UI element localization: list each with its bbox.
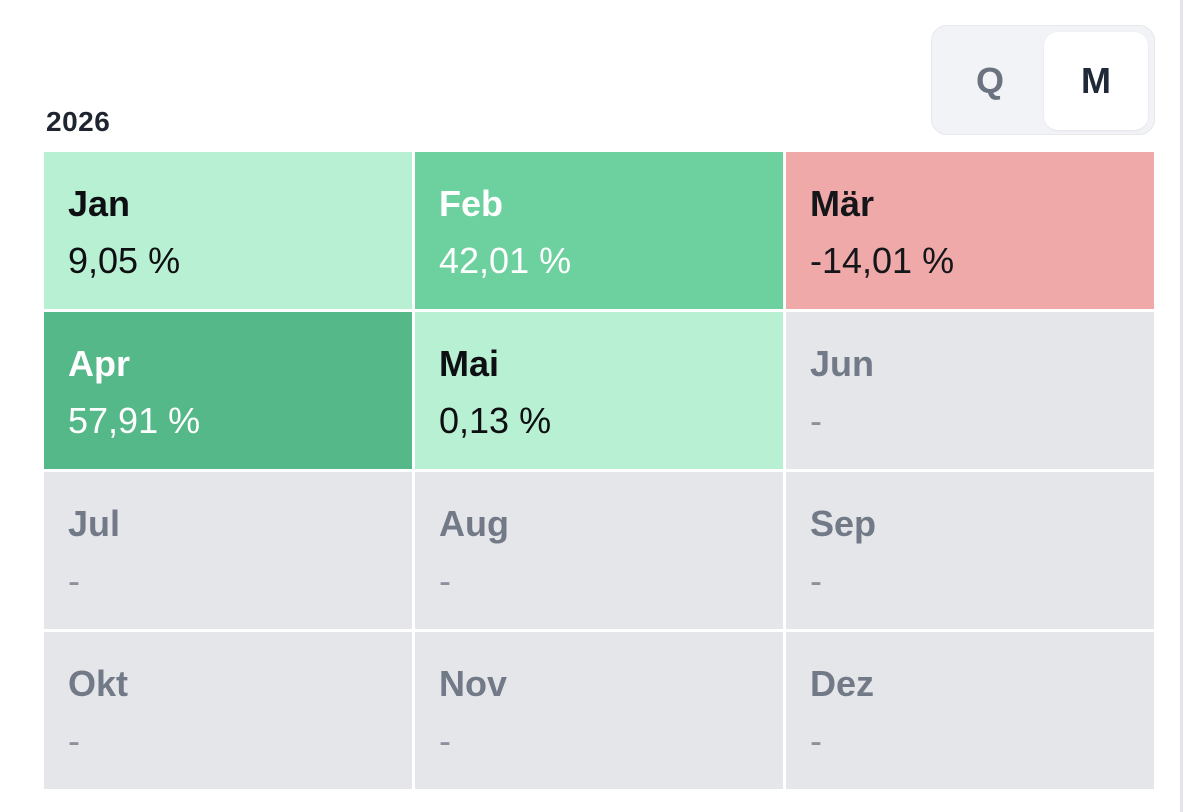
month-label: Feb <box>439 183 504 224</box>
month-value: 42,01 % <box>439 240 572 281</box>
month-value: - <box>810 720 822 761</box>
month-label: Sep <box>810 503 877 544</box>
month-value: 0,13 % <box>439 400 552 441</box>
month-label: Jan <box>68 183 131 224</box>
month-cell-may[interactable]: Mai 0,13 % <box>415 312 783 469</box>
month-value: - <box>439 560 451 601</box>
month-label: Dez <box>810 663 875 704</box>
panel-right-border <box>1180 0 1183 812</box>
month-value: - <box>810 400 822 441</box>
month-value: - <box>439 720 451 761</box>
month-cell-oct[interactable]: Okt - <box>44 632 412 789</box>
month-value: 57,91 % <box>68 400 201 441</box>
month-grid: Jan 9,05 % Feb 42,01 % Mär -14,01 % Apr … <box>44 152 1154 790</box>
month-cell-sep[interactable]: Sep - <box>786 472 1154 629</box>
month-label: Nov <box>439 663 508 704</box>
month-label: Apr <box>68 343 130 384</box>
month-cell-mar[interactable]: Mär -14,01 % <box>786 152 1154 309</box>
month-cell-dec[interactable]: Dez - <box>786 632 1154 789</box>
month-label: Mär <box>810 183 875 224</box>
monthly-toggle-button[interactable]: M <box>1044 32 1148 130</box>
month-value: -14,01 % <box>810 240 955 281</box>
month-cell-jun[interactable]: Jun - <box>786 312 1154 469</box>
year-label: 2026 <box>46 106 111 137</box>
month-value: - <box>810 560 822 601</box>
month-value: 9,05 % <box>68 240 181 281</box>
month-cell-nov[interactable]: Nov - <box>415 632 783 789</box>
period-toggle: Q M <box>931 25 1155 135</box>
month-cell-feb[interactable]: Feb 42,01 % <box>415 152 783 309</box>
month-cell-apr[interactable]: Apr 57,91 % <box>44 312 412 469</box>
month-label: Mai <box>439 343 500 384</box>
month-cell-jul[interactable]: Jul - <box>44 472 412 629</box>
month-label: Okt <box>68 663 129 704</box>
month-cell-aug[interactable]: Aug - <box>415 472 783 629</box>
month-value: - <box>68 560 80 601</box>
month-value: - <box>68 720 80 761</box>
month-cell-jan[interactable]: Jan 9,05 % <box>44 152 412 309</box>
quarterly-toggle-button[interactable]: Q <box>975 60 1004 101</box>
month-label: Aug <box>439 503 509 544</box>
month-label: Jul <box>68 503 121 544</box>
month-label: Jun <box>810 343 875 384</box>
